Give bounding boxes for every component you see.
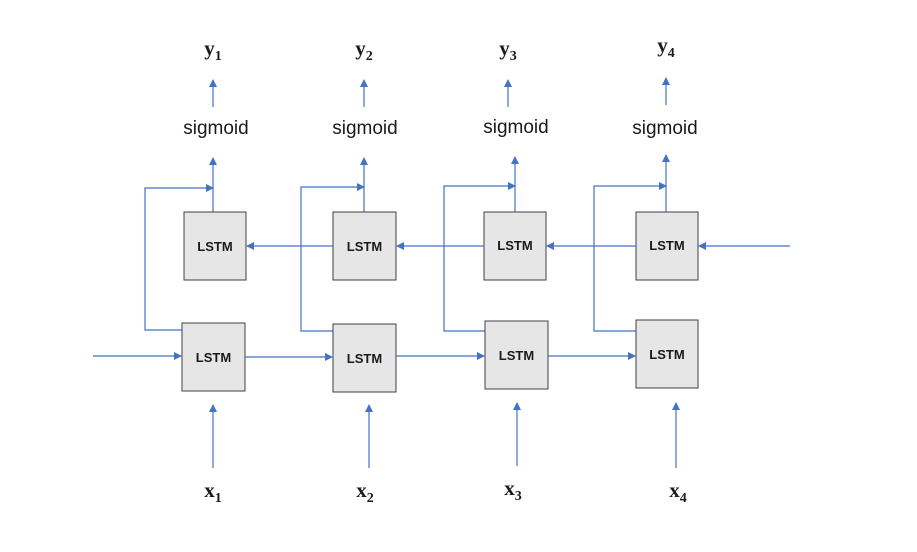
output-label-y3: y3 <box>499 36 517 64</box>
output-label-y4: y4 <box>657 33 675 61</box>
input-label-x1: x1 <box>204 478 222 506</box>
backward-lstm-cell-4-label: LSTM <box>649 238 684 253</box>
forward-cell-1-skip-to-sigmoid-arrow <box>144 184 214 331</box>
backward-lstm-cell-2-label: LSTM <box>347 239 382 254</box>
forward-lstm-cell-2-label: LSTM <box>347 351 382 366</box>
forward-chain <box>93 352 636 361</box>
sigmoid-label-1: sigmoid <box>183 118 248 139</box>
forward-lstm-cell-4-label: LSTM <box>649 347 684 362</box>
backward-lstm-cell-1 <box>183 211 247 281</box>
column-3: y3 sigmoid LSTM LSTM x3 <box>443 36 549 504</box>
sigmoid-label-3: sigmoid <box>483 117 548 138</box>
forward-cell-2-skip-to-sigmoid-arrow <box>300 183 365 332</box>
backward-lstm-cell-4 <box>635 211 699 281</box>
forward-lstm-cell-1 <box>181 322 246 392</box>
forward-lstm-cell-3 <box>484 320 549 390</box>
forward-lstm-cell-3-label: LSTM <box>499 348 534 363</box>
column-2: y2 sigmoid LSTM LSTM x2 <box>300 36 398 506</box>
column-1: y1 sigmoid LSTM LSTM x1 <box>144 36 249 506</box>
forward-cell-4-skip-to-sigmoid-arrow <box>593 182 667 332</box>
forward-lstm-cell-2 <box>332 323 397 393</box>
sigmoid-label-2: sigmoid <box>332 118 397 139</box>
forward-cell-3-skip-to-sigmoid-arrow <box>443 182 516 332</box>
input-label-x2: x2 <box>356 478 374 506</box>
backward-lstm-cell-3 <box>483 211 547 281</box>
backward-lstm-cell-1-label: LSTM <box>197 239 232 254</box>
backward-lstm-cell-2 <box>332 211 397 281</box>
output-label-y2: y2 <box>355 36 373 64</box>
forward-lstm-cell-4 <box>635 319 699 389</box>
sigmoid-label-4: sigmoid <box>632 118 697 139</box>
backward-lstm-cell-3-label: LSTM <box>497 238 532 253</box>
input-label-x4: x4 <box>669 478 687 506</box>
column-4: y4 sigmoid LSTM LSTM x4 <box>593 33 699 506</box>
output-label-y1: y1 <box>204 36 222 64</box>
input-label-x3: x3 <box>504 476 522 504</box>
forward-lstm-cell-1-label: LSTM <box>196 350 231 365</box>
